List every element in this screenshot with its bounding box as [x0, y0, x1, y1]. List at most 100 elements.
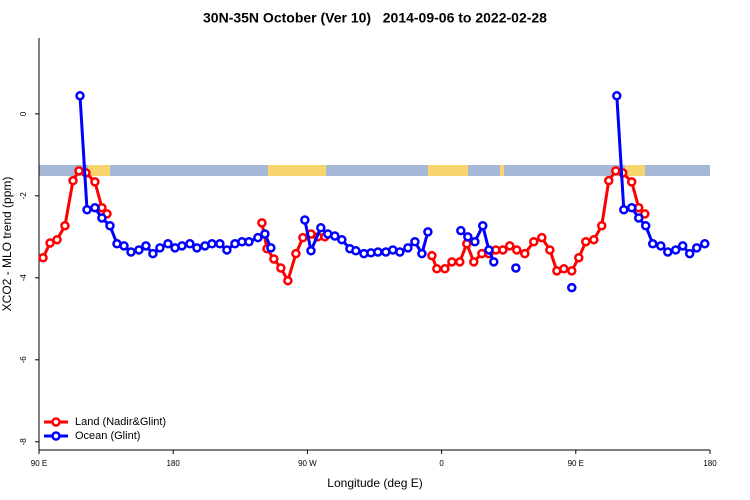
point — [604, 175, 614, 186]
point — [700, 239, 710, 249]
point — [512, 245, 522, 255]
point — [456, 225, 466, 236]
point — [403, 243, 413, 253]
point — [105, 221, 115, 231]
point — [612, 91, 622, 101]
point — [432, 264, 442, 274]
point — [141, 241, 151, 251]
land-band — [268, 165, 326, 176]
point — [52, 234, 62, 245]
point — [119, 241, 129, 251]
legend-marker — [51, 417, 61, 427]
point — [596, 221, 607, 231]
point — [306, 246, 316, 256]
point — [447, 257, 457, 267]
point — [670, 245, 681, 255]
point — [640, 209, 650, 219]
point — [423, 227, 433, 237]
x-tick-label: 90 W — [298, 459, 317, 468]
x-tick-label: 90 E — [31, 459, 47, 468]
point — [38, 252, 48, 263]
point — [163, 239, 173, 249]
point — [626, 202, 637, 213]
point — [455, 257, 465, 267]
point — [253, 232, 263, 243]
legend-marker — [51, 431, 61, 441]
point — [260, 229, 270, 239]
point — [589, 234, 599, 245]
point — [60, 221, 70, 231]
point — [337, 234, 347, 245]
point — [567, 266, 577, 276]
land-band — [500, 165, 504, 176]
series-line — [41, 169, 646, 285]
point — [82, 205, 92, 215]
point — [207, 239, 217, 249]
point — [192, 243, 202, 253]
point — [626, 177, 637, 187]
point — [215, 239, 225, 249]
point — [417, 248, 427, 259]
point — [373, 247, 383, 257]
legend-label: Ocean (Glint) — [75, 430, 140, 442]
point — [68, 175, 78, 186]
land-band — [428, 165, 468, 176]
point — [134, 245, 144, 255]
point — [90, 202, 100, 213]
x-tick-label: 0 — [439, 459, 444, 468]
point — [545, 245, 555, 255]
point — [410, 236, 420, 247]
point — [581, 236, 591, 247]
y-tick-label: -6 — [19, 356, 28, 364]
land-band — [625, 165, 645, 176]
point — [276, 263, 286, 273]
point — [478, 221, 488, 231]
point — [300, 215, 310, 225]
chart-title: 30N-35N October (Ver 10) 2014-09-06 to 2… — [203, 10, 547, 26]
point — [489, 257, 499, 267]
point — [45, 238, 55, 248]
point — [663, 247, 673, 257]
point — [395, 247, 405, 257]
point — [266, 243, 276, 253]
point — [222, 245, 232, 255]
point — [469, 257, 479, 267]
land-band — [88, 165, 110, 176]
point — [351, 246, 361, 256]
point — [574, 252, 584, 263]
point — [691, 243, 702, 253]
point — [511, 263, 521, 273]
y-tick-label: 0 — [19, 111, 28, 116]
point — [470, 236, 480, 247]
point — [567, 282, 577, 293]
y-tick-label: -4 — [19, 274, 28, 282]
point — [155, 243, 165, 253]
point — [177, 241, 187, 251]
y-axis-title: XCO2 - MLO trend (ppm) — [0, 177, 14, 312]
point — [316, 223, 326, 233]
point — [640, 221, 651, 231]
point — [427, 250, 437, 261]
point — [440, 264, 450, 274]
point — [257, 218, 267, 228]
point — [498, 245, 508, 255]
x-axis-title: Longitude (deg E) — [327, 476, 422, 490]
point — [520, 248, 530, 259]
point — [619, 205, 629, 215]
point — [633, 213, 644, 223]
point — [484, 245, 494, 255]
point — [283, 275, 293, 286]
point — [148, 248, 158, 259]
point — [647, 239, 658, 249]
point — [559, 264, 569, 274]
point — [537, 232, 547, 243]
point — [684, 248, 695, 259]
point — [529, 236, 539, 247]
point — [330, 231, 340, 241]
point — [75, 91, 85, 101]
point — [677, 241, 688, 251]
point — [463, 232, 473, 242]
y-tick-label: -2 — [19, 192, 28, 200]
